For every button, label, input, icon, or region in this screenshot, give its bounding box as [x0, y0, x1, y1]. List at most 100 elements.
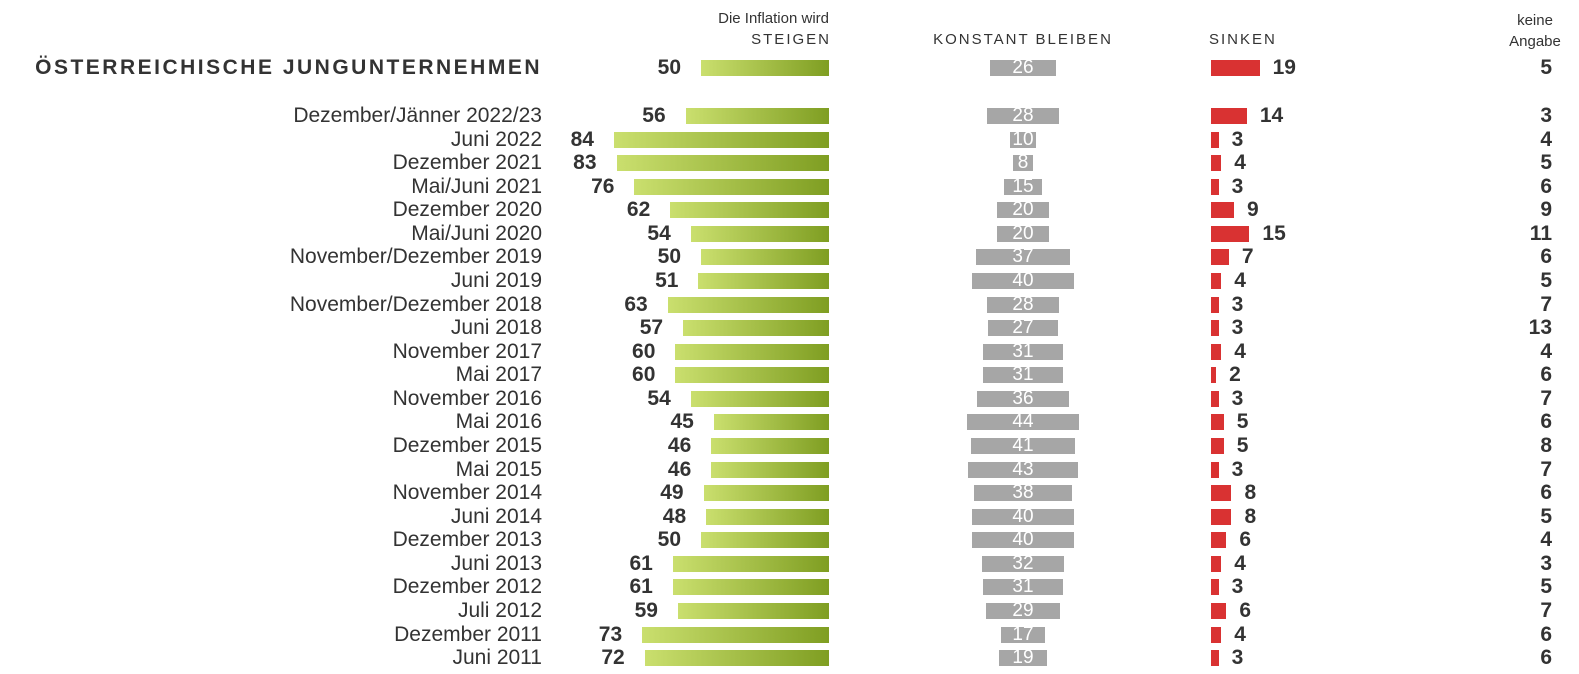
value-sinken: 9 — [1247, 198, 1259, 222]
bar-konstant — [1012, 155, 1034, 172]
value-konstant: 26 — [1012, 57, 1034, 78]
value-keine-angabe: 5 — [1540, 268, 1552, 292]
category-label: November/Dezember 2018 — [289, 292, 542, 316]
bar-sinken — [1211, 60, 1260, 76]
value-steigen: 50 — [657, 528, 681, 552]
value-keine-angabe: 5 — [1540, 56, 1552, 79]
bar-konstant — [967, 461, 1079, 478]
value-keine-angabe: 3 — [1540, 104, 1552, 127]
value-keine-angabe: 6 — [1540, 245, 1552, 269]
value-konstant: 31 — [1012, 364, 1034, 386]
value-keine-angabe: 7 — [1540, 598, 1552, 622]
bar-konstant — [970, 437, 1076, 454]
bar-sinken — [1211, 202, 1235, 219]
value-steigen: 63 — [624, 292, 648, 316]
value-steigen: 49 — [660, 481, 684, 505]
bar-sinken — [1211, 367, 1217, 384]
bar-sinken — [1211, 249, 1229, 266]
value-sinken: 15 — [1262, 221, 1286, 245]
bar-konstant — [1001, 626, 1045, 643]
category-label: Dezember/Jänner 2022/23 — [293, 104, 542, 127]
value-keine-angabe: 7 — [1540, 457, 1552, 481]
bar-sinken — [1211, 414, 1224, 431]
category-label: Dezember 2021 — [392, 151, 542, 175]
bar-steigen — [711, 461, 829, 478]
value-konstant: 20 — [1012, 222, 1034, 244]
value-steigen: 60 — [632, 339, 656, 363]
value-keine-angabe: 8 — [1540, 433, 1552, 457]
legend-steigen: STEIGEN — [751, 31, 831, 48]
category-label: Dezember 2013 — [392, 528, 542, 552]
value-konstant: 40 — [1012, 269, 1034, 291]
bar-steigen — [685, 108, 829, 124]
bar-sinken — [1211, 272, 1222, 289]
value-konstant: 40 — [1012, 529, 1034, 551]
value-keine-angabe: 9 — [1540, 198, 1552, 222]
value-sinken: 6 — [1239, 528, 1252, 552]
bar-steigen — [670, 202, 829, 219]
value-keine-angabe: 11 — [1529, 221, 1552, 245]
bar-steigen — [690, 225, 829, 242]
bar-steigen — [701, 60, 829, 76]
category-label: Juli 2012 — [457, 598, 542, 622]
value-sinken: 4 — [1234, 268, 1246, 292]
value-keine-angabe: 6 — [1540, 174, 1552, 198]
value-sinken: 4 — [1234, 151, 1246, 175]
bar-konstant — [983, 343, 1063, 360]
bar-sinken — [1211, 155, 1222, 172]
bar-sinken — [1211, 626, 1222, 643]
value-konstant: 29 — [1012, 599, 1034, 621]
bar-sinken — [1211, 555, 1222, 572]
bar-steigen — [642, 626, 829, 643]
value-sinken: 6 — [1239, 598, 1252, 622]
category-label: Dezember 2011 — [394, 622, 542, 646]
bar-steigen — [672, 555, 829, 572]
bar-steigen — [706, 508, 829, 525]
bar-steigen — [634, 178, 829, 195]
bar-konstant — [975, 249, 1071, 266]
bar-sinken — [1211, 108, 1247, 124]
value-sinken: 14 — [1259, 104, 1284, 127]
value-keine-angabe: 6 — [1540, 646, 1552, 670]
value-konstant: 8 — [1017, 152, 1029, 174]
value-steigen: 60 — [632, 363, 656, 387]
value-steigen: 50 — [657, 245, 681, 269]
value-konstant: 19 — [1012, 647, 1034, 669]
value-steigen: 62 — [626, 198, 651, 222]
value-sinken: 3 — [1231, 646, 1244, 670]
value-konstant: 41 — [1012, 434, 1034, 456]
bar-sinken — [1211, 602, 1227, 619]
value-keine-angabe: 5 — [1540, 575, 1552, 599]
bar-konstant — [1003, 178, 1043, 195]
value-konstant: 36 — [1012, 387, 1034, 409]
bar-konstant — [997, 225, 1049, 242]
value-steigen: 72 — [601, 646, 625, 670]
value-keine-angabe: 4 — [1540, 528, 1552, 552]
value-sinken: 3 — [1231, 174, 1244, 198]
value-sinken: 3 — [1231, 292, 1244, 316]
category-label: November 2016 — [392, 386, 542, 410]
subtitle: Die Inflation wird — [718, 10, 829, 27]
value-sinken: 8 — [1244, 481, 1257, 505]
value-sinken: 3 — [1231, 386, 1244, 410]
category-label: Juni 2014 — [450, 504, 542, 528]
value-konstant: 31 — [1012, 576, 1034, 598]
value-steigen: 76 — [591, 174, 615, 198]
category-label: Juni 2018 — [450, 316, 542, 340]
value-konstant: 28 — [1012, 293, 1034, 315]
value-konstant: 10 — [1012, 128, 1034, 150]
category-label: Juni 2013 — [450, 551, 542, 575]
bar-steigen — [701, 249, 829, 266]
value-steigen: 50 — [657, 56, 681, 79]
bar-sinken — [1211, 320, 1219, 337]
bar-konstant — [1010, 131, 1036, 148]
bar-steigen — [698, 272, 829, 289]
bar-steigen — [713, 414, 829, 431]
value-konstant: 27 — [1012, 317, 1034, 339]
value-sinken: 4 — [1234, 551, 1246, 575]
value-sinken: 19 — [1272, 56, 1296, 79]
value-steigen: 73 — [598, 622, 623, 646]
value-steigen: 83 — [573, 151, 597, 175]
bar-steigen — [683, 320, 829, 337]
